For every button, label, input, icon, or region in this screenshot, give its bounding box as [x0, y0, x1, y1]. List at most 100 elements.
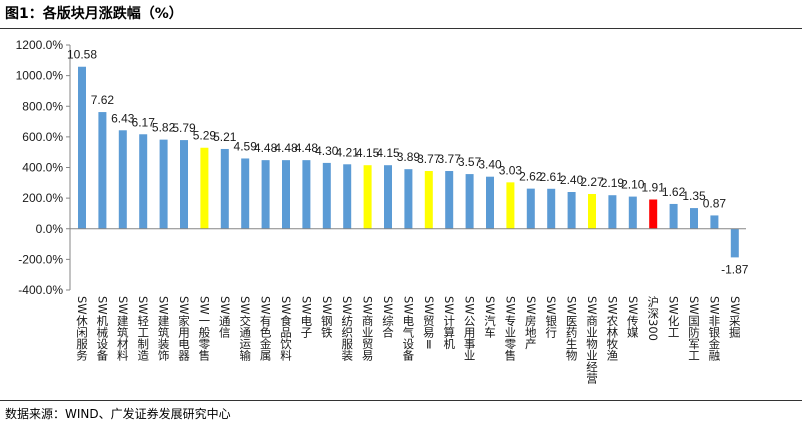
category-label-9: SW交通运输 [238, 296, 253, 361]
bar-1 [78, 66, 86, 229]
bar-30 [669, 203, 678, 229]
category-label-12: SW电子 [299, 296, 314, 338]
category-label-15: SW商业贸易 [360, 296, 375, 361]
data-label-11: 4.48 [274, 141, 298, 155]
data-label-14: 4.21 [336, 145, 360, 159]
data-label-33: -1.87 [721, 262, 749, 276]
bar-9 [241, 158, 250, 229]
bar-16 [384, 165, 392, 229]
bar-26 [588, 193, 596, 229]
data-label-4: 6.17 [132, 115, 156, 129]
data-label-2: 7.62 [91, 93, 115, 107]
bar-15 [363, 165, 372, 229]
category-label-2: SW机械设备 [95, 296, 110, 361]
bar-27 [608, 195, 617, 229]
category-label-25: SW医药生物 [564, 296, 579, 361]
y-tick-label: 200.0% [22, 191, 63, 205]
source-note: 数据来源：WIND、广发证券发展研究中心 [5, 407, 231, 421]
category-label-6: SW家用电器 [177, 296, 191, 361]
bar-2 [98, 112, 107, 229]
category-label-18: SW贸易Ⅱ [421, 296, 436, 352]
category-label-14: SW纺织服装 [340, 296, 355, 361]
y-tick-label: 0.0% [36, 222, 64, 236]
category-label-5: SW建筑装饰 [156, 296, 171, 361]
data-label-21: 3.40 [478, 158, 502, 172]
bar-23 [526, 188, 535, 229]
source-divider [0, 400, 802, 401]
category-label-31: SW国防军工 [687, 296, 701, 361]
category-label-3: SW建筑材料 [115, 296, 130, 361]
data-label-25: 2.40 [560, 173, 584, 187]
data-label-29: 1.91 [642, 181, 666, 195]
bar-4 [139, 134, 148, 229]
bar-20 [465, 174, 474, 229]
bar-12 [302, 160, 311, 229]
category-label-13: SW钢铁 [319, 296, 334, 338]
data-label-7: 5.29 [193, 129, 217, 143]
data-label-9: 4.59 [234, 139, 258, 153]
category-label-11: SW食品饮料 [279, 296, 293, 361]
category-label-26: SW商业物业经营 [585, 296, 599, 384]
data-label-23: 2.62 [519, 170, 543, 184]
bar-11 [282, 160, 290, 229]
bar-6 [180, 140, 188, 229]
data-label-30: 1.62 [662, 185, 686, 199]
y-tick-label: -200.0% [18, 252, 63, 266]
category-label-8: SW通信 [217, 296, 232, 338]
bar-8 [220, 148, 229, 229]
bar-14 [343, 164, 352, 229]
category-label-24: SW银行 [544, 296, 559, 338]
category-label-4: SW轻工制造 [136, 296, 151, 361]
category-label-7: SW一般零售 [197, 296, 212, 361]
data-label-6: 5.79 [172, 121, 196, 135]
category-label-17: SW电气设备 [401, 296, 416, 361]
data-label-16: 4.15 [376, 146, 400, 160]
category-label-10: SW有色金属 [258, 296, 273, 361]
bar-3 [118, 130, 127, 229]
data-label-27: 2.19 [601, 176, 625, 190]
data-label-5: 5.82 [152, 121, 176, 135]
category-label-23: SW房地产 [523, 296, 538, 350]
bar-22 [506, 182, 515, 229]
bar-5 [159, 139, 168, 229]
bar-18 [424, 171, 433, 229]
y-tick-label: 1000.0% [16, 69, 64, 83]
data-label-13: 4.30 [315, 144, 339, 158]
y-tick-label: 1200.0% [16, 38, 64, 52]
data-label-20: 3.57 [458, 155, 482, 169]
bar-33 [730, 228, 739, 258]
category-label-27: SW农林牧渔 [605, 296, 620, 361]
bar-28 [628, 196, 637, 229]
y-tick-label: 800.0% [22, 99, 63, 113]
data-label-19: 3.77 [438, 152, 462, 166]
category-label-21: SW汽车 [483, 296, 497, 338]
data-label-15: 4.15 [356, 146, 380, 160]
data-label-22: 3.03 [499, 163, 523, 177]
bar-13 [322, 162, 331, 229]
data-label-1: 10.58 [67, 48, 97, 62]
bar-17 [404, 169, 413, 229]
bar-19 [445, 171, 454, 229]
data-label-28: 2.10 [621, 178, 645, 192]
data-label-31: 1.35 [682, 189, 706, 203]
y-tick-label: -400.0% [18, 283, 63, 297]
category-label-30: SW化工 [666, 296, 681, 338]
data-label-17: 3.89 [397, 150, 421, 164]
y-tick-label: 400.0% [22, 161, 63, 175]
bar-32 [710, 215, 719, 229]
category-label-16: SW综合 [381, 296, 395, 338]
bar-24 [547, 188, 556, 229]
bar-7 [200, 147, 209, 229]
bar-29 [649, 199, 658, 229]
category-label-19: SW计算机 [442, 296, 457, 350]
data-label-3: 6.43 [111, 111, 135, 125]
data-label-8: 5.21 [213, 130, 237, 144]
data-label-32: 0.87 [703, 196, 727, 210]
data-label-24: 2.61 [540, 170, 564, 184]
category-label-20: SW公用事业 [462, 296, 477, 361]
category-label-28: SW传媒 [625, 296, 640, 338]
category-label-1: SW休闲服务 [75, 296, 89, 361]
bar-31 [690, 208, 698, 229]
data-label-10: 4.48 [254, 141, 278, 155]
